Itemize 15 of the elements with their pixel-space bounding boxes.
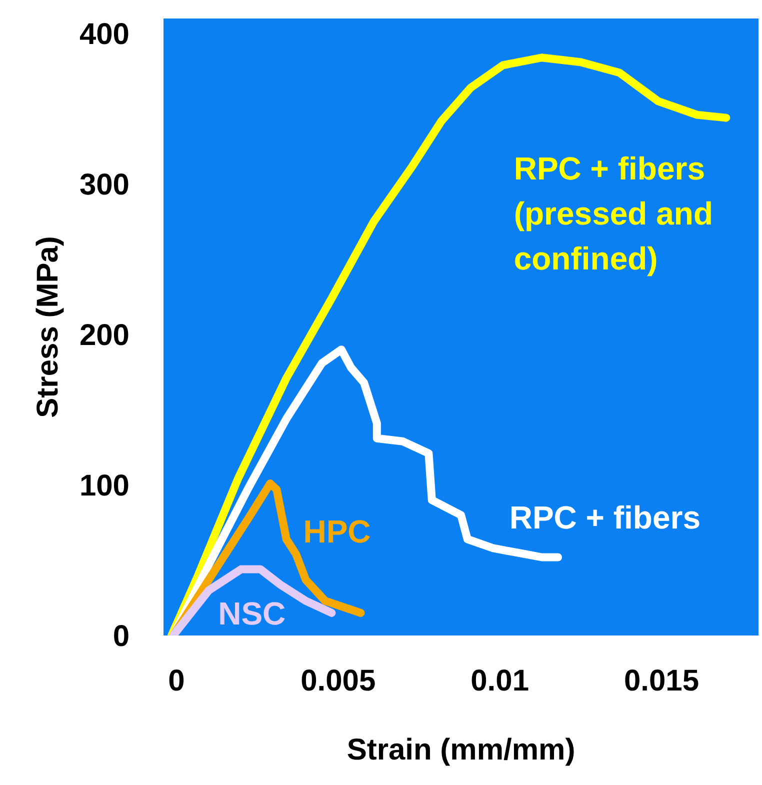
x-tick-label: 0 — [168, 664, 185, 698]
x-tick-label: 0.015 — [624, 664, 700, 698]
y-tick-label: 200 — [79, 319, 130, 352]
x-axis-title: Strain (mm/mm) — [346, 734, 576, 766]
x-tick-label: 0.005 — [300, 664, 376, 698]
y-tick-label: 300 — [79, 168, 130, 202]
y-tick-label: 100 — [79, 470, 130, 503]
series-label: RPC + fibers — [509, 500, 701, 536]
y-tick-label: 400 — [79, 18, 130, 52]
y-tick-label: 0 — [112, 620, 130, 653]
series-label: HPC — [303, 514, 371, 550]
y-axis-title: Stress (MPa) — [31, 236, 64, 418]
series-label: RPC + fibers (pressed and confined) — [514, 150, 714, 277]
x-tick-label: 0.01 — [470, 664, 529, 698]
series-label: NSC — [218, 595, 286, 632]
